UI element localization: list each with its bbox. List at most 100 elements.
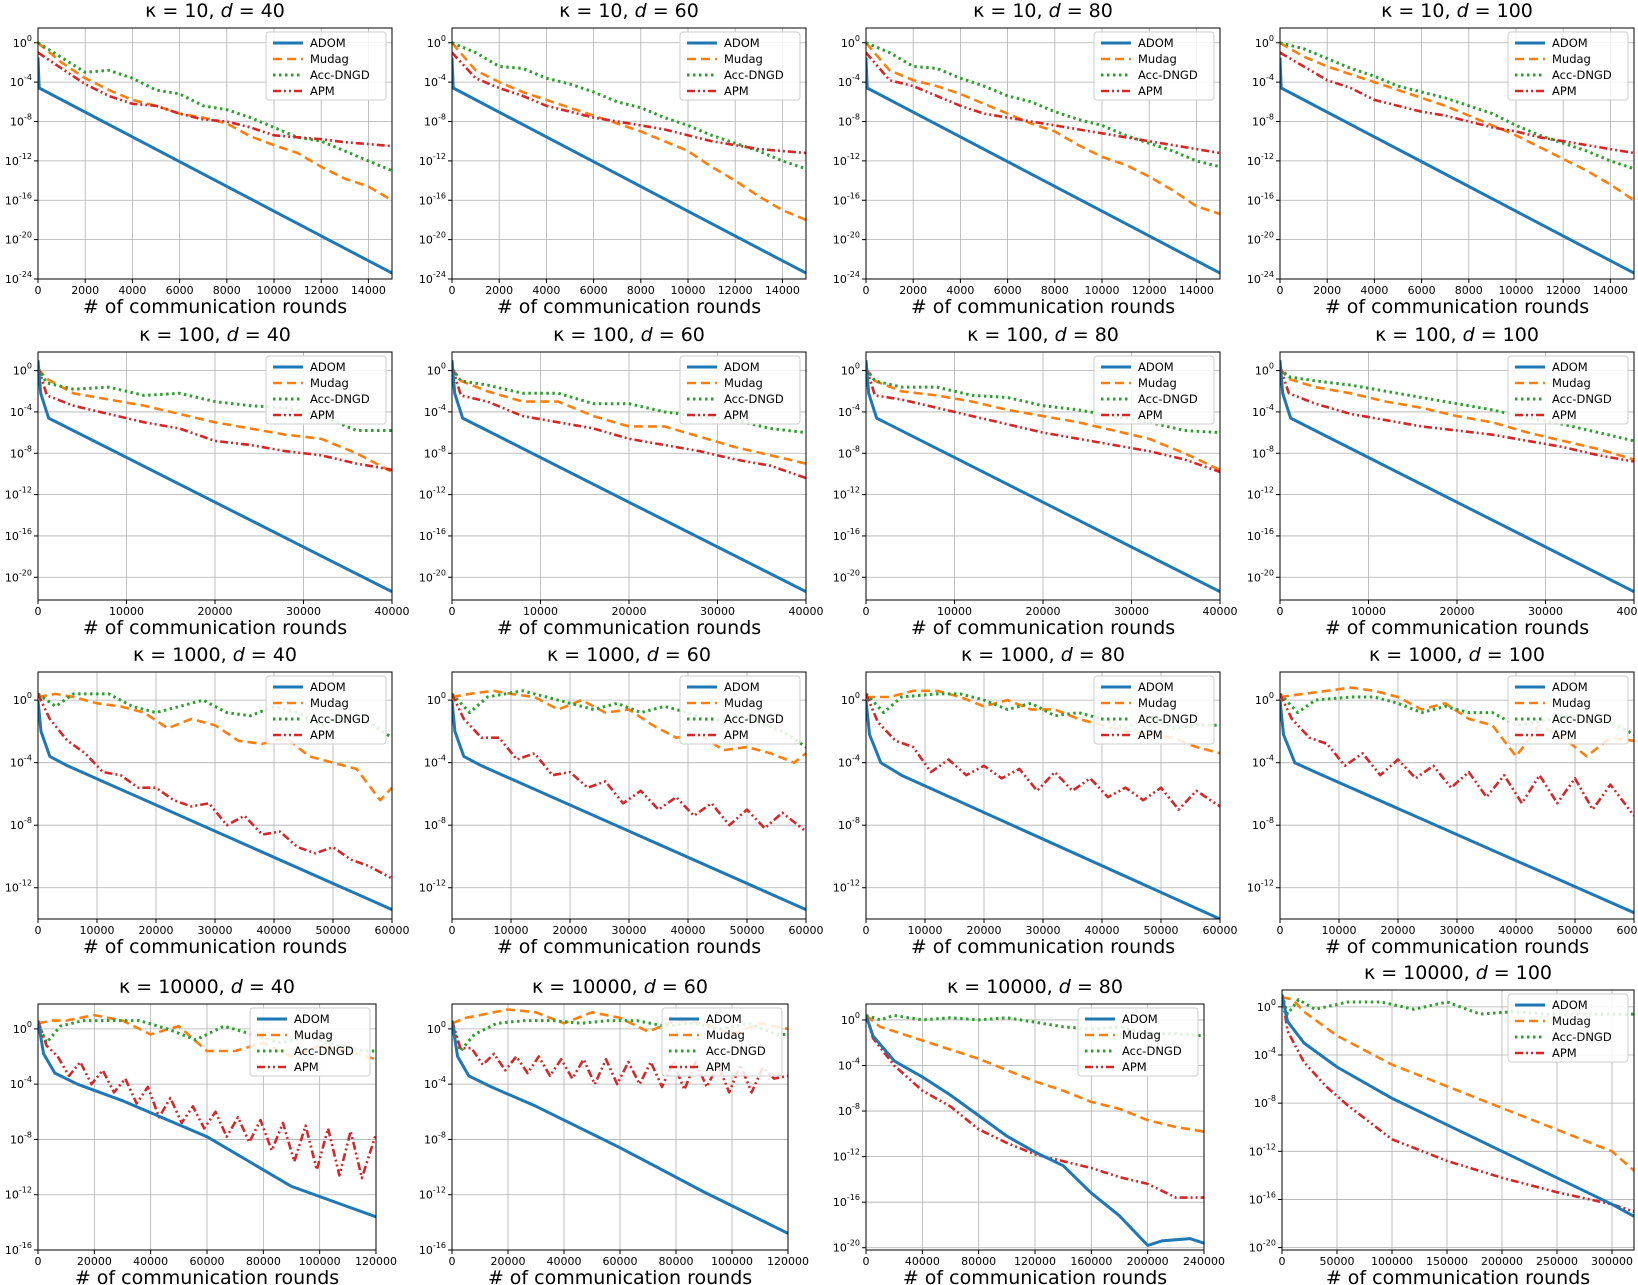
y-tick-label: 10-12 [833, 152, 860, 168]
subplot-15: 0 40000 80000 120000 160000 200000 240000 100 10… [833, 976, 1225, 1285]
x-tick-label: 10000 [80, 924, 115, 937]
legend-box [1507, 993, 1629, 1063]
y-tick-label: 100 [13, 34, 32, 50]
legend-box [265, 675, 387, 745]
y-tick-label: 10-12 [1247, 152, 1274, 168]
legend-label: Mudag [1138, 52, 1177, 66]
x-tick-label: 20000 [491, 1255, 526, 1268]
legend-label: Acc-DNGD [294, 1044, 354, 1058]
y-tick-label: 10-24 [5, 270, 32, 286]
x-tick-label: 60000 [1203, 924, 1238, 937]
legend-label: ADOM [724, 360, 760, 374]
series-line-adom [866, 1014, 1204, 1247]
x-tick-label: 8000 [627, 284, 655, 297]
legend-label: APM [1138, 728, 1163, 742]
series-line-adom [452, 1020, 788, 1235]
legend-label: Mudag [1552, 52, 1591, 66]
legend-box [679, 675, 801, 745]
legend: ADOM Mudag Acc-DNGD APM [1507, 675, 1629, 745]
x-tick-label: 0 [1277, 284, 1284, 297]
subplot-16: 0 50000 100000 150000 200000 250000 300000 100 1… [1249, 962, 1635, 1285]
x-tick-label: 80000 [659, 1255, 694, 1268]
legend-label: Acc-DNGD [1138, 392, 1198, 406]
y-tick-label: 10-4 [1252, 73, 1274, 89]
x-tick-label: 40000 [133, 1255, 168, 1268]
legend: ADOM Mudag Acc-DNGD APM [265, 355, 387, 425]
legend: ADOM Mudag Acc-DNGD APM [679, 355, 801, 425]
series-line-apm [866, 1015, 1204, 1199]
y-tick-label: 10-20 [5, 231, 32, 247]
legend-label: Acc-DNGD [1138, 68, 1198, 82]
x-tick-label: 120000 [355, 1255, 397, 1268]
series-line-apm [38, 366, 392, 472]
legend-box [661, 1007, 783, 1077]
x-tick-label: 0 [449, 1255, 456, 1268]
y-tick-label: 10-12 [5, 1186, 32, 1202]
y-tick-label: 10-8 [1252, 113, 1274, 129]
x-tick-label: 6000 [1408, 284, 1436, 297]
subplot-title: κ = 10, d = 60 [559, 0, 699, 22]
series-line-apm [38, 51, 392, 148]
y-tick-label: 100 [1257, 998, 1276, 1014]
series-line-apm [1282, 994, 1634, 1213]
subplot-9: 0 10000 20000 30000 40000 50000 60000 100 10-4 10… [5, 644, 410, 958]
y-tick-label: 10-12 [5, 879, 32, 895]
x-tick-label: 150000 [1426, 1255, 1468, 1268]
subplot-title: κ = 10, d = 100 [1381, 0, 1533, 22]
x-tick-label: 14000 [351, 284, 386, 297]
y-tick-label: 10-4 [1252, 403, 1274, 419]
x-tick-label: 30000 [1528, 605, 1563, 618]
legend: ADOM Mudag Acc-DNGD APM [265, 31, 387, 101]
series-line-apm [866, 693, 1220, 811]
y-tick-label: 10-12 [419, 879, 446, 895]
series-line-mudag [38, 1013, 376, 1061]
series-line-mudag [1280, 367, 1634, 461]
x-tick-label: 0 [449, 924, 456, 937]
legend-box [1077, 1007, 1199, 1077]
x-tick-label: 0 [1279, 1255, 1286, 1268]
y-tick-label: 100 [427, 34, 446, 50]
x-tick-label: 40000 [1617, 605, 1638, 618]
subplot-title: κ = 10000, d = 80 [947, 976, 1123, 998]
x-tick-label: 100000 [299, 1255, 341, 1268]
x-axis-label: # of communication rounds [83, 936, 347, 958]
legend-label: APM [1552, 84, 1577, 98]
y-tick-label: 10-8 [838, 1102, 860, 1118]
subplot-3: 0 2000 4000 6000 8000 10000 12000 14000 100 10-4 1… [833, 0, 1221, 318]
legend-label: Mudag [1138, 376, 1177, 390]
x-tick-label: 30000 [612, 924, 647, 937]
x-tick-label: 20000 [139, 924, 174, 937]
x-tick-label: 120000 [1014, 1255, 1056, 1268]
y-tick-label: 10-12 [1247, 486, 1274, 502]
x-tick-label: 20000 [967, 924, 1002, 937]
y-tick-label: 10-8 [1252, 816, 1274, 832]
legend-label: ADOM [724, 680, 760, 694]
x-tick-label: 0 [863, 284, 870, 297]
series-line-adom [38, 360, 392, 594]
axes-frame [1279, 27, 1635, 280]
series-line-adom [38, 699, 392, 911]
series-line-apm [38, 693, 392, 880]
y-tick-label: 10-12 [1247, 879, 1274, 895]
legend: ADOM Mudag Acc-DNGD APM [1077, 1007, 1199, 1077]
series-line-adom [866, 699, 1220, 919]
legend-label: Acc-DNGD [310, 68, 370, 82]
series-line-mudag [452, 41, 806, 222]
legend-label: ADOM [310, 680, 346, 694]
y-tick-label: 10-8 [424, 816, 446, 832]
legend-label: Mudag [310, 376, 349, 390]
subplot-title: κ = 100, d = 40 [139, 324, 291, 346]
x-tick-label: 80000 [246, 1255, 281, 1268]
legend-label: ADOM [310, 360, 346, 374]
y-tick-label: 10-8 [10, 1130, 32, 1146]
x-axis-label: # of communication rounds [1325, 296, 1589, 318]
subplot-title: κ = 100, d = 100 [1375, 324, 1539, 346]
x-axis-label: # of communication rounds [497, 617, 761, 639]
x-tick-label: 8000 [1455, 284, 1483, 297]
y-tick-label: 10-4 [10, 1075, 32, 1091]
x-tick-label: 10000 [1085, 284, 1120, 297]
legend-label: ADOM [1122, 1012, 1158, 1026]
y-tick-label: 100 [841, 691, 860, 707]
y-tick-label: 10-24 [833, 270, 860, 286]
series-line-acc-dngd [1280, 692, 1634, 736]
